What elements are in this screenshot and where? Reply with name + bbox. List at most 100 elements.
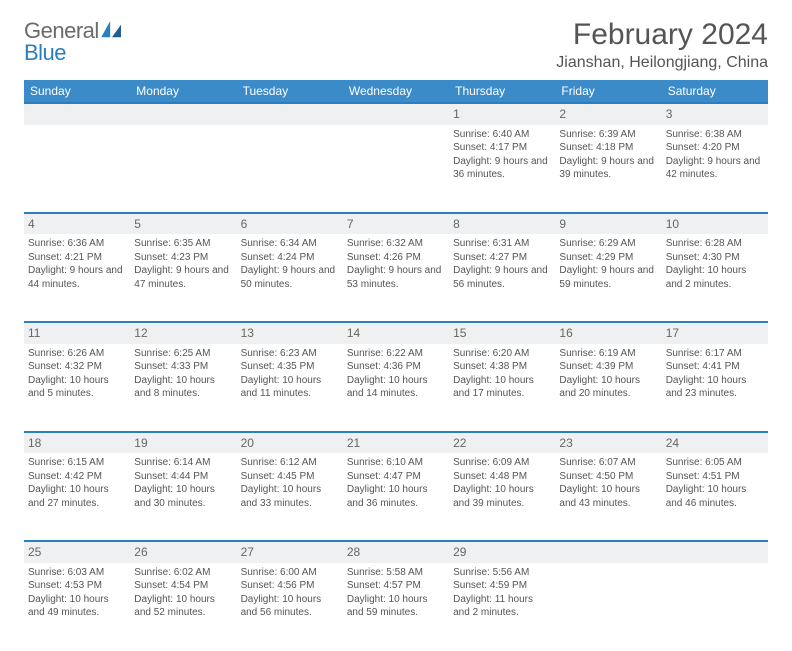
sunrise-line: Sunrise: 6:34 AM [241, 237, 339, 251]
dh-sun: Sunday [24, 80, 130, 103]
daynum-cell: 6 [237, 213, 343, 235]
sunrise-line: Sunrise: 6:22 AM [347, 347, 445, 361]
location: Jianshan, Heilongjiang, China [556, 54, 768, 72]
day-cell: Sunrise: 6:17 AMSunset: 4:41 PMDaylight:… [662, 344, 768, 432]
sunset-line: Sunset: 4:36 PM [347, 360, 445, 374]
day-cell [343, 125, 449, 213]
content-row: Sunrise: 6:40 AMSunset: 4:17 PMDaylight:… [24, 125, 768, 213]
day-cell: Sunrise: 6:09 AMSunset: 4:48 PMDaylight:… [449, 453, 555, 541]
day-cell: Sunrise: 6:10 AMSunset: 4:47 PMDaylight:… [343, 453, 449, 541]
daylight-line: Daylight: 10 hours and 49 minutes. [28, 593, 126, 620]
day-number: 19 [134, 436, 147, 450]
daylight-line: Daylight: 9 hours and 36 minutes. [453, 155, 551, 182]
daynum-cell: 14 [343, 322, 449, 344]
sunset-line: Sunset: 4:39 PM [559, 360, 657, 374]
sunset-line: Sunset: 4:23 PM [134, 251, 232, 265]
daynum-cell: 10 [662, 213, 768, 235]
daynum-cell: 19 [130, 432, 236, 454]
sunset-line: Sunset: 4:56 PM [241, 579, 339, 593]
sunrise-line: Sunrise: 6:00 AM [241, 566, 339, 580]
day-cell: Sunrise: 6:34 AMSunset: 4:24 PMDaylight:… [237, 234, 343, 322]
sunset-line: Sunset: 4:32 PM [28, 360, 126, 374]
day-number: 3 [666, 107, 673, 121]
day-cell: Sunrise: 5:56 AMSunset: 4:59 PMDaylight:… [449, 563, 555, 651]
sunrise-line: Sunrise: 6:31 AM [453, 237, 551, 251]
sunset-line: Sunset: 4:29 PM [559, 251, 657, 265]
daynum-row: 2526272829 [24, 541, 768, 563]
daylight-line: Daylight: 10 hours and 8 minutes. [134, 374, 232, 401]
daynum-cell: 11 [24, 322, 130, 344]
daylight-line: Daylight: 10 hours and 36 minutes. [347, 483, 445, 510]
month-title: February 2024 [556, 18, 768, 52]
sunset-line: Sunset: 4:18 PM [559, 141, 657, 155]
daylight-line: Daylight: 10 hours and 52 minutes. [134, 593, 232, 620]
sunrise-line: Sunrise: 6:02 AM [134, 566, 232, 580]
daynum-cell: 4 [24, 213, 130, 235]
day-number: 4 [28, 217, 35, 231]
daynum-cell [662, 541, 768, 563]
title-block: February 2024 Jianshan, Heilongjiang, Ch… [556, 18, 768, 72]
day-cell: Sunrise: 6:14 AMSunset: 4:44 PMDaylight:… [130, 453, 236, 541]
sunrise-line: Sunrise: 6:39 AM [559, 128, 657, 142]
daynum-cell: 16 [555, 322, 661, 344]
daynum-row: 1 2 3 [24, 103, 768, 125]
content-row: Sunrise: 6:15 AMSunset: 4:42 PMDaylight:… [24, 453, 768, 541]
day-cell [130, 125, 236, 213]
daylight-line: Daylight: 9 hours and 39 minutes. [559, 155, 657, 182]
sunrise-line: Sunrise: 6:15 AM [28, 456, 126, 470]
logo-text-blue: Blue [24, 40, 99, 66]
sunset-line: Sunset: 4:38 PM [453, 360, 551, 374]
daynum-cell [24, 103, 130, 125]
logo: General Blue [24, 18, 123, 66]
daylight-line: Daylight: 10 hours and 56 minutes. [241, 593, 339, 620]
sunset-line: Sunset: 4:47 PM [347, 470, 445, 484]
daynum-cell: 5 [130, 213, 236, 235]
daynum-row: 18192021222324 [24, 432, 768, 454]
sunset-line: Sunset: 4:57 PM [347, 579, 445, 593]
daynum-cell: 12 [130, 322, 236, 344]
daynum-cell: 17 [662, 322, 768, 344]
day-number: 6 [241, 217, 248, 231]
daylight-line: Daylight: 10 hours and 46 minutes. [666, 483, 764, 510]
content-row: Sunrise: 6:36 AMSunset: 4:21 PMDaylight:… [24, 234, 768, 322]
day-number: 20 [241, 436, 254, 450]
day-number: 28 [347, 545, 360, 559]
daylight-line: Daylight: 10 hours and 14 minutes. [347, 374, 445, 401]
daylight-line: Daylight: 10 hours and 39 minutes. [453, 483, 551, 510]
day-cell: Sunrise: 6:15 AMSunset: 4:42 PMDaylight:… [24, 453, 130, 541]
day-cell: Sunrise: 6:36 AMSunset: 4:21 PMDaylight:… [24, 234, 130, 322]
day-number: 2 [559, 107, 566, 121]
daynum-cell: 15 [449, 322, 555, 344]
day-number: 14 [347, 326, 360, 340]
day-cell [237, 125, 343, 213]
sunrise-line: Sunrise: 6:25 AM [134, 347, 232, 361]
daynum-cell [555, 541, 661, 563]
sunrise-line: Sunrise: 6:09 AM [453, 456, 551, 470]
daynum-cell: 20 [237, 432, 343, 454]
day-number: 11 [28, 326, 40, 340]
daylight-line: Daylight: 10 hours and 59 minutes. [347, 593, 445, 620]
daynum-cell: 9 [555, 213, 661, 235]
day-number: 5 [134, 217, 141, 231]
daynum-cell [130, 103, 236, 125]
dh-wed: Wednesday [343, 80, 449, 103]
day-cell: Sunrise: 6:23 AMSunset: 4:35 PMDaylight:… [237, 344, 343, 432]
sunset-line: Sunset: 4:17 PM [453, 141, 551, 155]
sunrise-line: Sunrise: 6:14 AM [134, 456, 232, 470]
sunset-line: Sunset: 4:30 PM [666, 251, 764, 265]
day-cell [555, 563, 661, 651]
daynum-cell: 13 [237, 322, 343, 344]
sunset-line: Sunset: 4:54 PM [134, 579, 232, 593]
daynum-cell: 22 [449, 432, 555, 454]
daylight-line: Daylight: 9 hours and 44 minutes. [28, 264, 126, 291]
sunset-line: Sunset: 4:26 PM [347, 251, 445, 265]
day-cell [662, 563, 768, 651]
daylight-line: Daylight: 10 hours and 2 minutes. [666, 264, 764, 291]
day-number: 12 [134, 326, 147, 340]
sunrise-line: Sunrise: 6:36 AM [28, 237, 126, 251]
day-cell: Sunrise: 6:22 AMSunset: 4:36 PMDaylight:… [343, 344, 449, 432]
day-number: 1 [453, 107, 460, 121]
day-cell: Sunrise: 6:02 AMSunset: 4:54 PMDaylight:… [130, 563, 236, 651]
sunrise-line: Sunrise: 6:10 AM [347, 456, 445, 470]
day-cell: Sunrise: 6:07 AMSunset: 4:50 PMDaylight:… [555, 453, 661, 541]
